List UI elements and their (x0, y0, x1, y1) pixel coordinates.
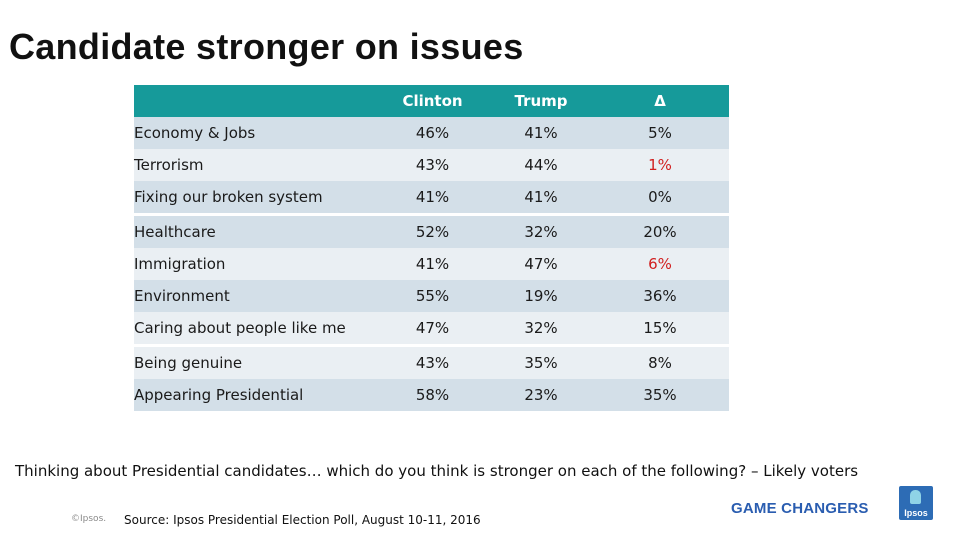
delta-value: 1% (591, 149, 729, 181)
issue-label: Immigration (134, 248, 374, 280)
page-title: Candidate stronger on issues (9, 26, 524, 67)
copyright-notice: ©Ipsos. (71, 514, 107, 524)
delta-value: 5% (591, 117, 729, 149)
header-delta: Δ (591, 85, 729, 117)
ipsos-logo: Ipsos (899, 486, 933, 520)
ipsos-logo-icon (910, 490, 921, 504)
issue-label: Terrorism (134, 149, 374, 181)
header-trump: Trump (491, 85, 591, 117)
header-issue (134, 85, 374, 117)
trump-value: 41% (491, 181, 591, 215)
issue-label: Caring about people like me (134, 312, 374, 346)
ipsos-logo-text: Ipsos (904, 508, 928, 518)
issue-label: Appearing Presidential (134, 379, 374, 411)
source-note: Source: Ipsos Presidential Election Poll… (124, 513, 481, 527)
table-row: Being genuine 43% 35% 8% (134, 344, 729, 379)
clinton-value: 43% (374, 149, 491, 181)
delta-value: 8% (591, 344, 729, 379)
clinton-value: 46% (374, 117, 491, 149)
header-clinton: Clinton (374, 85, 491, 117)
table-row: Caring about people like me 47% 32% 15% (134, 312, 729, 346)
delta-value: 0% (591, 181, 729, 215)
table-row: Environment 55% 19% 36% (134, 280, 729, 312)
table-header-row: Clinton Trump Δ (134, 85, 729, 117)
delta-value: 35% (591, 379, 729, 411)
clinton-value: 52% (374, 213, 491, 248)
table-row: Economy & Jobs 46% 41% 5% (134, 117, 729, 149)
trump-value: 41% (491, 117, 591, 149)
issues-table: Clinton Trump Δ Economy & Jobs 46% 41% 5… (134, 85, 729, 411)
trump-value: 32% (491, 312, 591, 346)
issue-label: Being genuine (134, 344, 374, 379)
delta-value: 36% (591, 280, 729, 312)
delta-value: 20% (591, 213, 729, 248)
issue-label: Fixing our broken system (134, 181, 374, 215)
table-row: Immigration 41% 47% 6% (134, 248, 729, 280)
clinton-value: 41% (374, 248, 491, 280)
clinton-value: 55% (374, 280, 491, 312)
delta-value: 15% (591, 312, 729, 346)
game-changers-tagline: GAME CHANGERS (731, 500, 869, 517)
issue-label: Economy & Jobs (134, 117, 374, 149)
issue-label: Environment (134, 280, 374, 312)
table-row: Appearing Presidential 58% 23% 35% (134, 379, 729, 411)
table-row: Terrorism 43% 44% 1% (134, 149, 729, 181)
trump-value: 44% (491, 149, 591, 181)
trump-value: 47% (491, 248, 591, 280)
clinton-value: 41% (374, 181, 491, 215)
clinton-value: 58% (374, 379, 491, 411)
issue-label: Healthcare (134, 213, 374, 248)
table-row: Fixing our broken system 41% 41% 0% (134, 181, 729, 215)
trump-value: 23% (491, 379, 591, 411)
table-row: Healthcare 52% 32% 20% (134, 213, 729, 248)
survey-question: Thinking about Presidential candidates… … (15, 462, 859, 480)
trump-value: 35% (491, 344, 591, 379)
clinton-value: 47% (374, 312, 491, 346)
trump-value: 19% (491, 280, 591, 312)
trump-value: 32% (491, 213, 591, 248)
delta-value: 6% (591, 248, 729, 280)
clinton-value: 43% (374, 344, 491, 379)
